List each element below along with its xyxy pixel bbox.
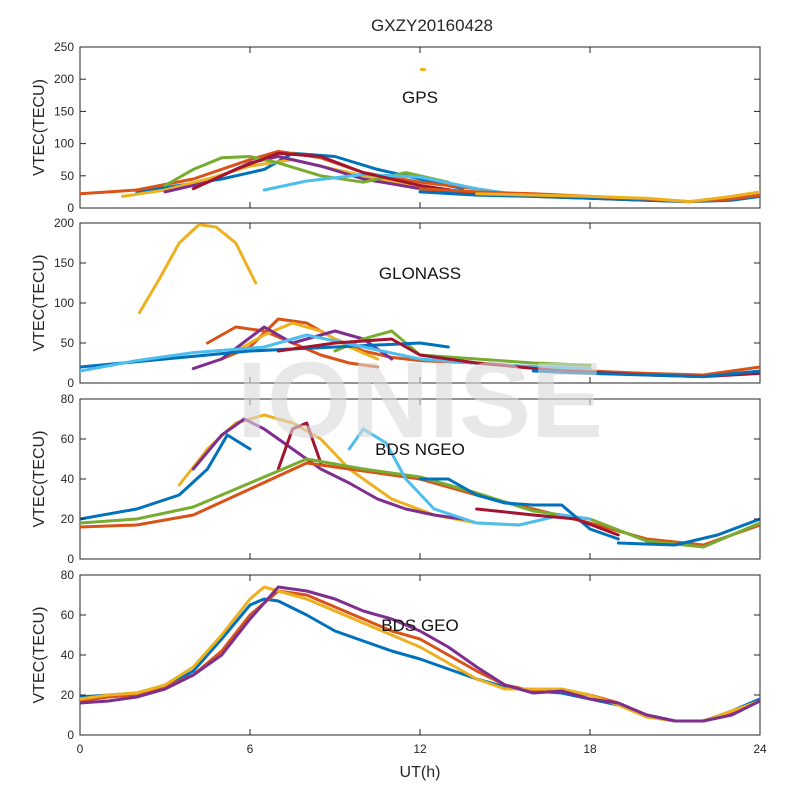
y-tick-label: 40 xyxy=(61,648,75,662)
chart-title: GXZY20160428 xyxy=(371,16,493,35)
x-tick-label: 12 xyxy=(413,742,427,756)
series-group xyxy=(80,413,760,549)
y-tick-label: 0 xyxy=(67,552,74,566)
y-tick-label: 150 xyxy=(54,256,74,270)
y-tick-label: 250 xyxy=(54,40,74,54)
series-line xyxy=(262,173,521,197)
y-tick-label: 50 xyxy=(61,336,75,350)
y-tick-label: 0 xyxy=(67,376,74,390)
series-line xyxy=(220,317,760,377)
series-line xyxy=(616,517,760,547)
panel-label: GLONASS xyxy=(379,264,461,283)
y-tick-label: 0 xyxy=(67,728,74,742)
panel-label: BDS NGEO xyxy=(375,440,465,459)
series-line xyxy=(121,158,422,198)
series-line xyxy=(191,417,464,521)
series-line xyxy=(80,585,760,723)
series-line xyxy=(80,457,760,549)
panel-label: GPS xyxy=(402,88,438,107)
y-tick-label: 50 xyxy=(61,169,75,183)
x-tick-label: 0 xyxy=(77,742,84,756)
axes-box xyxy=(79,574,761,736)
series-line xyxy=(531,369,760,379)
y-axis-label: VTEC(TECU) xyxy=(31,431,48,528)
y-tick-label: 20 xyxy=(61,688,75,702)
panel-label: BDS GEO xyxy=(381,616,458,635)
panel-glonass: 0 50 100 150 200 VTEC(TECU) GLONASS xyxy=(31,216,761,390)
x-axis-label: UT(h) xyxy=(400,764,441,781)
series-line xyxy=(418,477,620,541)
y-tick-label: 100 xyxy=(54,296,74,310)
y-axis-label: VTEC(TECU) xyxy=(31,607,48,704)
series-line xyxy=(276,421,323,471)
y-tick-label: 150 xyxy=(54,104,74,118)
series-group xyxy=(80,585,760,723)
series-line xyxy=(234,321,379,361)
y-tick-label: 40 xyxy=(61,472,75,486)
y-tick-label: 80 xyxy=(61,568,75,582)
x-tick-label: 6 xyxy=(247,742,254,756)
y-tick-label: 100 xyxy=(54,137,74,151)
panel-bds-geo: 0 20 40 60 80 0 6 12 18 24 VTEC(TECU) BDS GEO xyxy=(31,568,767,756)
y-tick-label: 200 xyxy=(54,72,74,86)
series-group xyxy=(80,223,760,379)
x-tick-label: 24 xyxy=(753,742,767,756)
y-tick-label: 80 xyxy=(61,392,75,406)
watermark: IONISE xyxy=(237,339,603,460)
series-line xyxy=(138,223,258,315)
series-line xyxy=(80,585,760,723)
y-tick-label: 60 xyxy=(61,608,75,622)
series-line xyxy=(80,433,252,521)
y-tick-label: 60 xyxy=(61,432,75,446)
y-axis-label: VTEC(TECU) xyxy=(31,79,48,176)
series-line xyxy=(347,427,592,527)
series-line xyxy=(475,507,620,537)
y-axis-label: VTEC(TECU) xyxy=(31,255,48,352)
x-tick-label: 18 xyxy=(583,742,597,756)
series-group xyxy=(80,68,760,204)
panel-bds-ngeo: 0 20 40 60 80 VTEC(TECU) BDS NGEO xyxy=(31,392,761,566)
series-line xyxy=(80,149,479,196)
y-tick-label: 20 xyxy=(61,512,75,526)
panel-gps: 0 50 100 150 200 250 VTEC(TECU) GPS xyxy=(31,40,761,215)
y-tick-label: 0 xyxy=(67,201,74,215)
y-tick-label: 200 xyxy=(54,216,74,230)
series-line xyxy=(475,190,760,204)
